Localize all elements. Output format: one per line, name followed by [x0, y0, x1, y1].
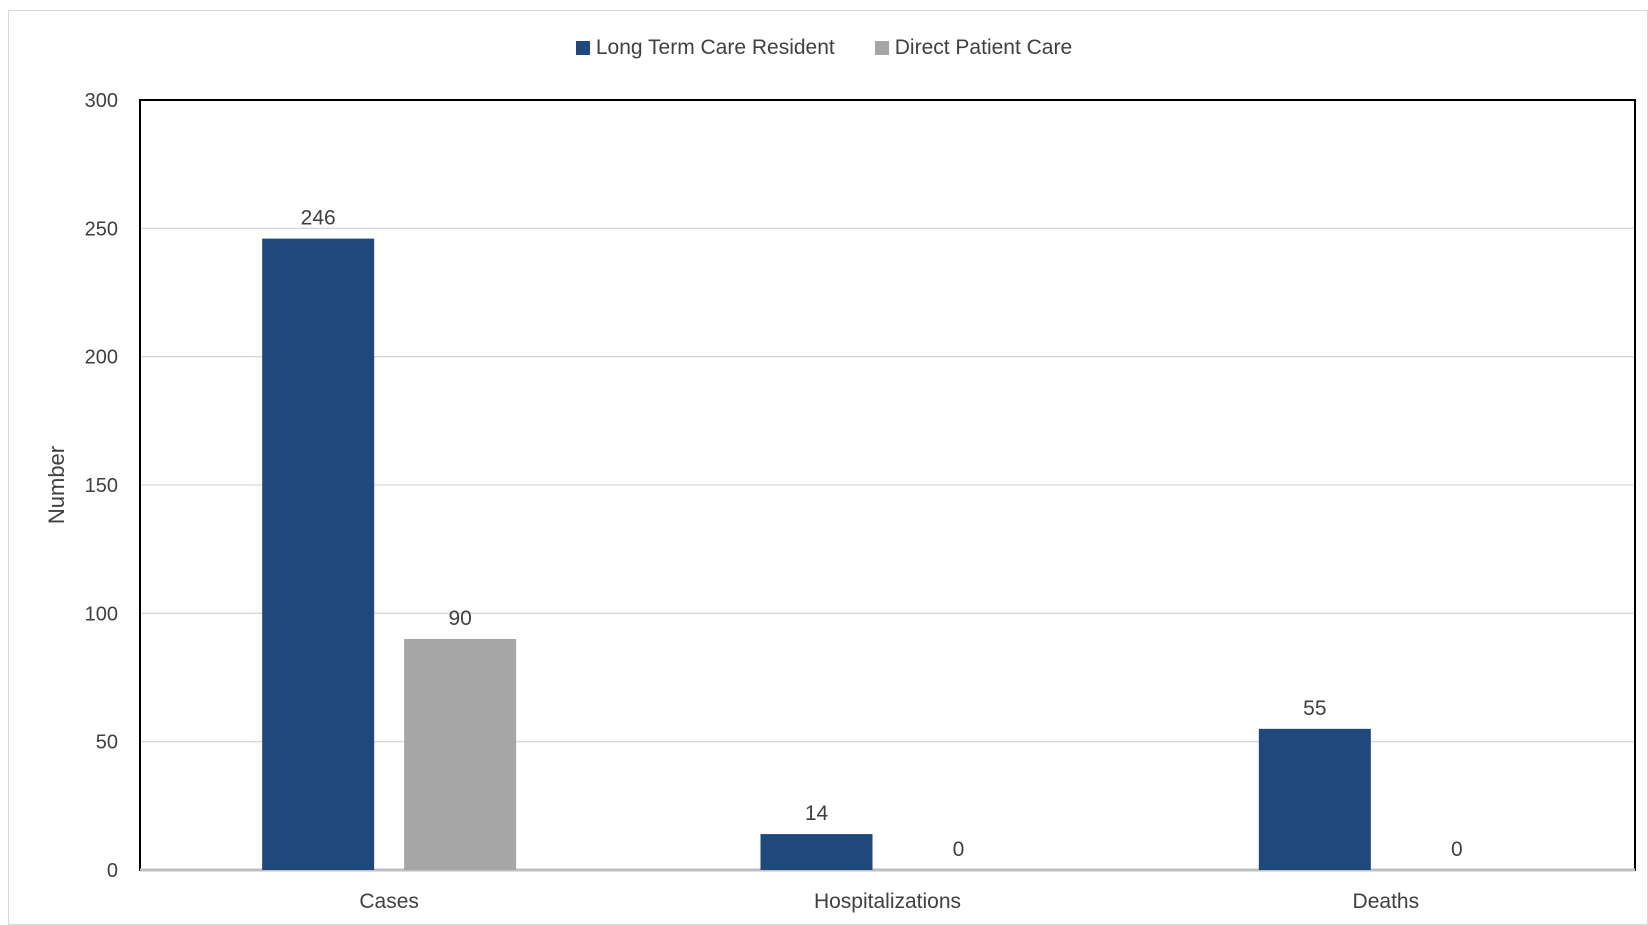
- data-label: 14: [805, 802, 829, 825]
- legend: Long Term Care Resident Direct Patient C…: [0, 36, 1648, 60]
- bar-direct-patient-care-cases: [404, 639, 517, 870]
- bar-long-term-care-resident-cases: [262, 238, 375, 871]
- y-tick-label: 150: [85, 475, 118, 497]
- y-tick-label: 100: [85, 603, 118, 625]
- data-label: 0: [953, 838, 965, 861]
- data-label: 90: [448, 607, 471, 630]
- data-label: 55: [1303, 697, 1326, 720]
- x-tick-label: Deaths: [1353, 890, 1420, 913]
- y-axis-label: Number: [44, 446, 69, 524]
- data-label: 246: [301, 207, 336, 230]
- legend-swatch-series-0: [575, 41, 590, 55]
- y-tick-label: 200: [85, 347, 118, 369]
- legend-item-series-0: Long Term Care Resident: [575, 36, 835, 60]
- data-label: 0: [1451, 838, 1463, 861]
- legend-item-series-1: Direct Patient Care: [874, 36, 1073, 60]
- y-tick-label: 300: [85, 90, 118, 112]
- bar-long-term-care-resident-hospitalizations: [760, 834, 873, 870]
- bar-long-term-care-resident-deaths: [1258, 728, 1371, 870]
- y-tick-label: 250: [85, 218, 118, 240]
- legend-swatch-series-1: [874, 41, 889, 55]
- legend-label-series-1: Direct Patient Care: [894, 36, 1073, 59]
- x-tick-label: Cases: [359, 890, 419, 913]
- legend-label-series-0: Long Term Care Resident: [595, 36, 835, 59]
- x-tick-label: Hospitalizations: [814, 890, 961, 913]
- y-tick-label: 50: [96, 732, 118, 754]
- y-tick-label: 0: [107, 860, 118, 882]
